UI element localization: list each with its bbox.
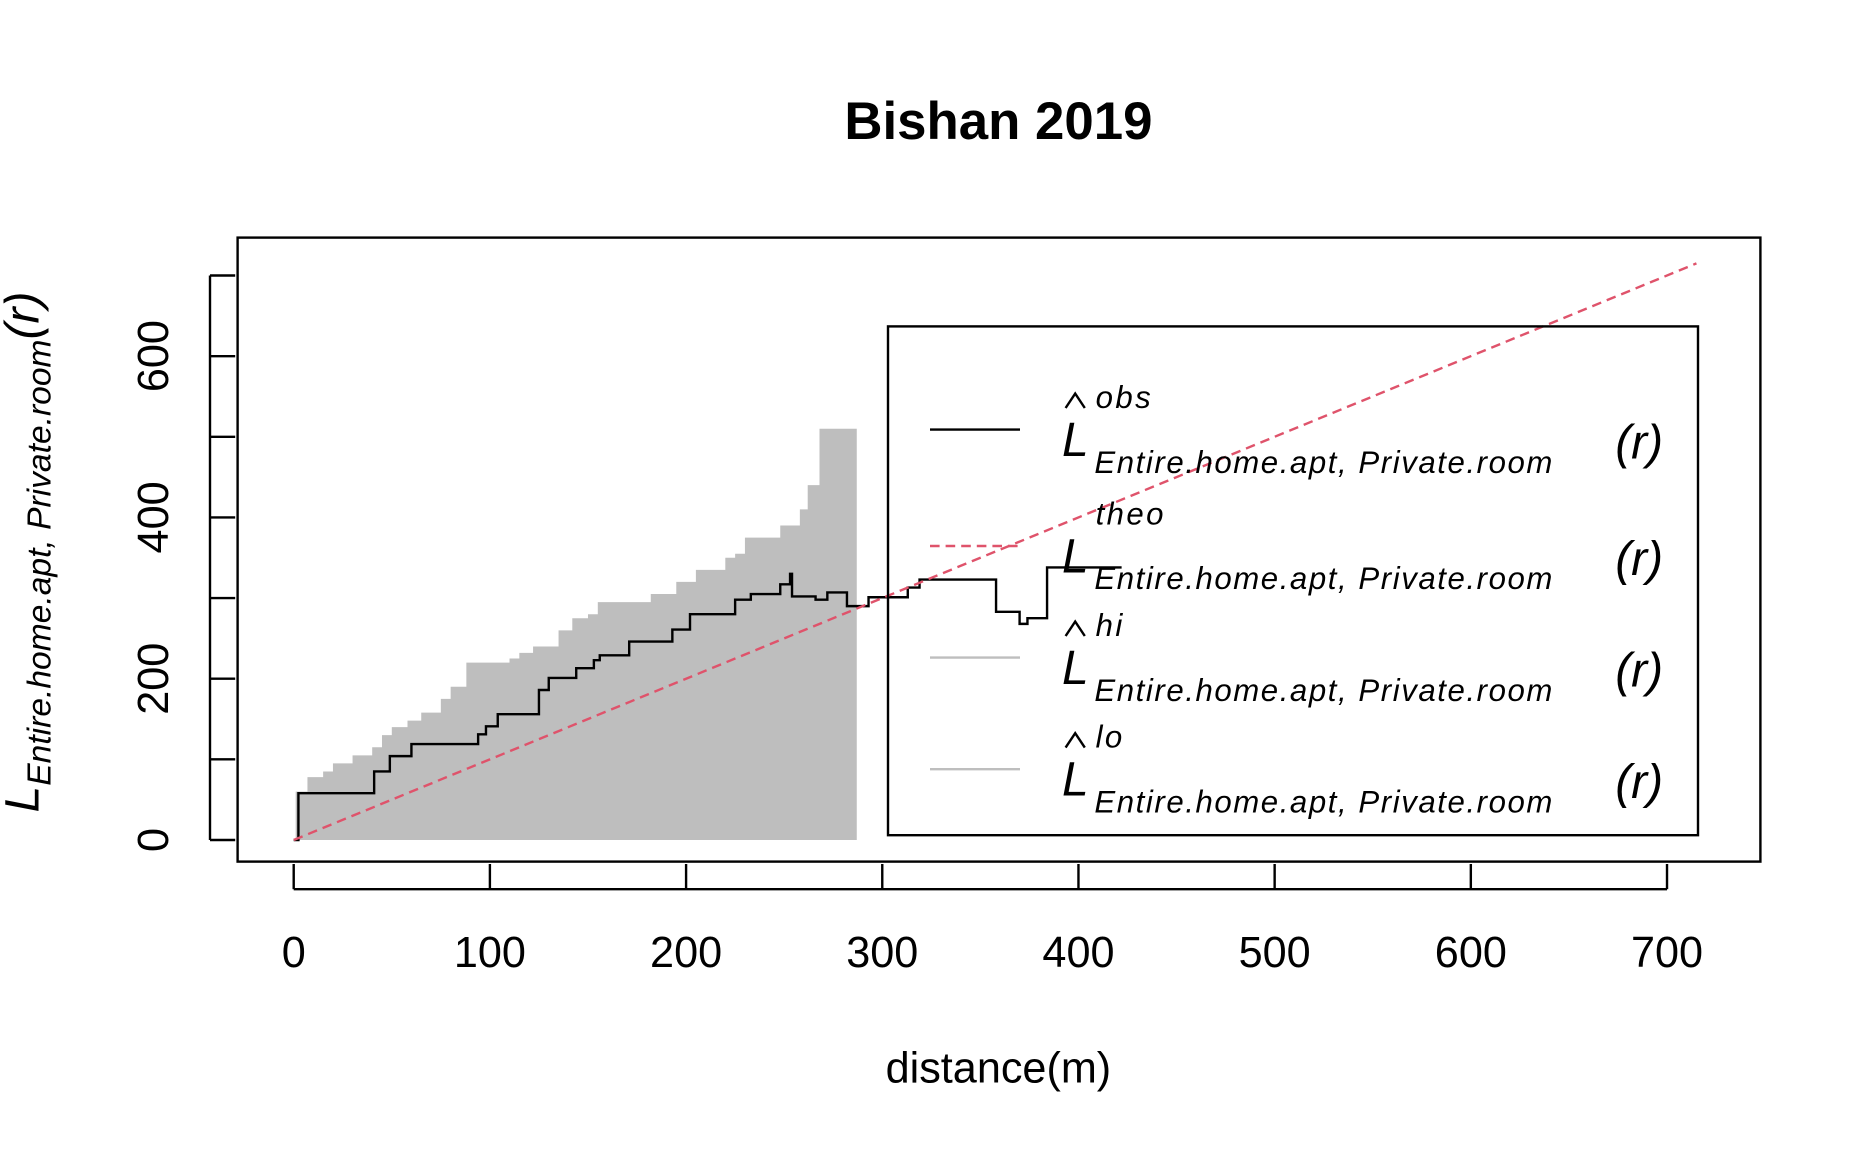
legend-subscript: Entire.home.apt, Private.room <box>1094 784 1554 819</box>
legend-hat <box>1064 619 1086 637</box>
x-tick-label: 100 <box>454 929 526 977</box>
x-tick-label: 500 <box>1239 929 1311 977</box>
legend-superscript: hi <box>1096 608 1125 643</box>
legend-superscript: lo <box>1096 720 1125 755</box>
legend-superscript: obs <box>1096 380 1153 415</box>
x-tick-label: 600 <box>1435 929 1507 977</box>
legend-symbol: L <box>1062 414 1089 467</box>
y-axis-label: LEntire.home.apt, Private.room(r) <box>0 292 58 813</box>
legend-subscript: Entire.home.apt, Private.room <box>1094 445 1554 480</box>
legend-arg: (r) <box>1615 644 1663 697</box>
y-tick-label: 600 <box>130 320 178 392</box>
y-label-arg: (r) <box>0 292 49 340</box>
x-tick-label: 700 <box>1631 929 1703 977</box>
x-tick-label: 300 <box>846 929 918 977</box>
legend-symbol: L <box>1062 754 1089 807</box>
y-tick-label: 200 <box>130 643 178 715</box>
y-tick-label: 0 <box>130 828 178 852</box>
x-tick-label: 200 <box>650 929 722 977</box>
legend-subscript: Entire.home.apt, Private.room <box>1094 561 1554 596</box>
legend-arg: (r) <box>1615 756 1663 809</box>
line-obs <box>293 566 1122 842</box>
legend-hat <box>1064 731 1086 749</box>
x-tick-label: 400 <box>1042 929 1114 977</box>
line-theo <box>293 262 1697 842</box>
legend-arg: (r) <box>1615 416 1663 469</box>
legend-box <box>886 325 1700 837</box>
y-label-symbol: L <box>0 786 49 813</box>
plot-box <box>236 236 1762 863</box>
plot-area <box>293 262 1697 842</box>
legend-hat <box>1064 391 1086 409</box>
y-label-subscript: Entire.home.apt, Private.room <box>21 340 58 786</box>
legend-arg: (r) <box>1615 533 1663 586</box>
chart-title: Bishan 2019 <box>844 92 1152 151</box>
legend-symbol: L <box>1062 642 1089 695</box>
legend-subscript: Entire.home.apt, Private.room <box>1094 673 1554 708</box>
legend-superscript: theo <box>1096 496 1166 531</box>
x-tick-label: 0 <box>282 929 306 977</box>
legend-symbol: L <box>1062 530 1089 583</box>
y-tick-label: 400 <box>130 481 178 553</box>
envelope-band <box>293 428 857 840</box>
x-axis-label: distance(m) <box>886 1044 1112 1092</box>
